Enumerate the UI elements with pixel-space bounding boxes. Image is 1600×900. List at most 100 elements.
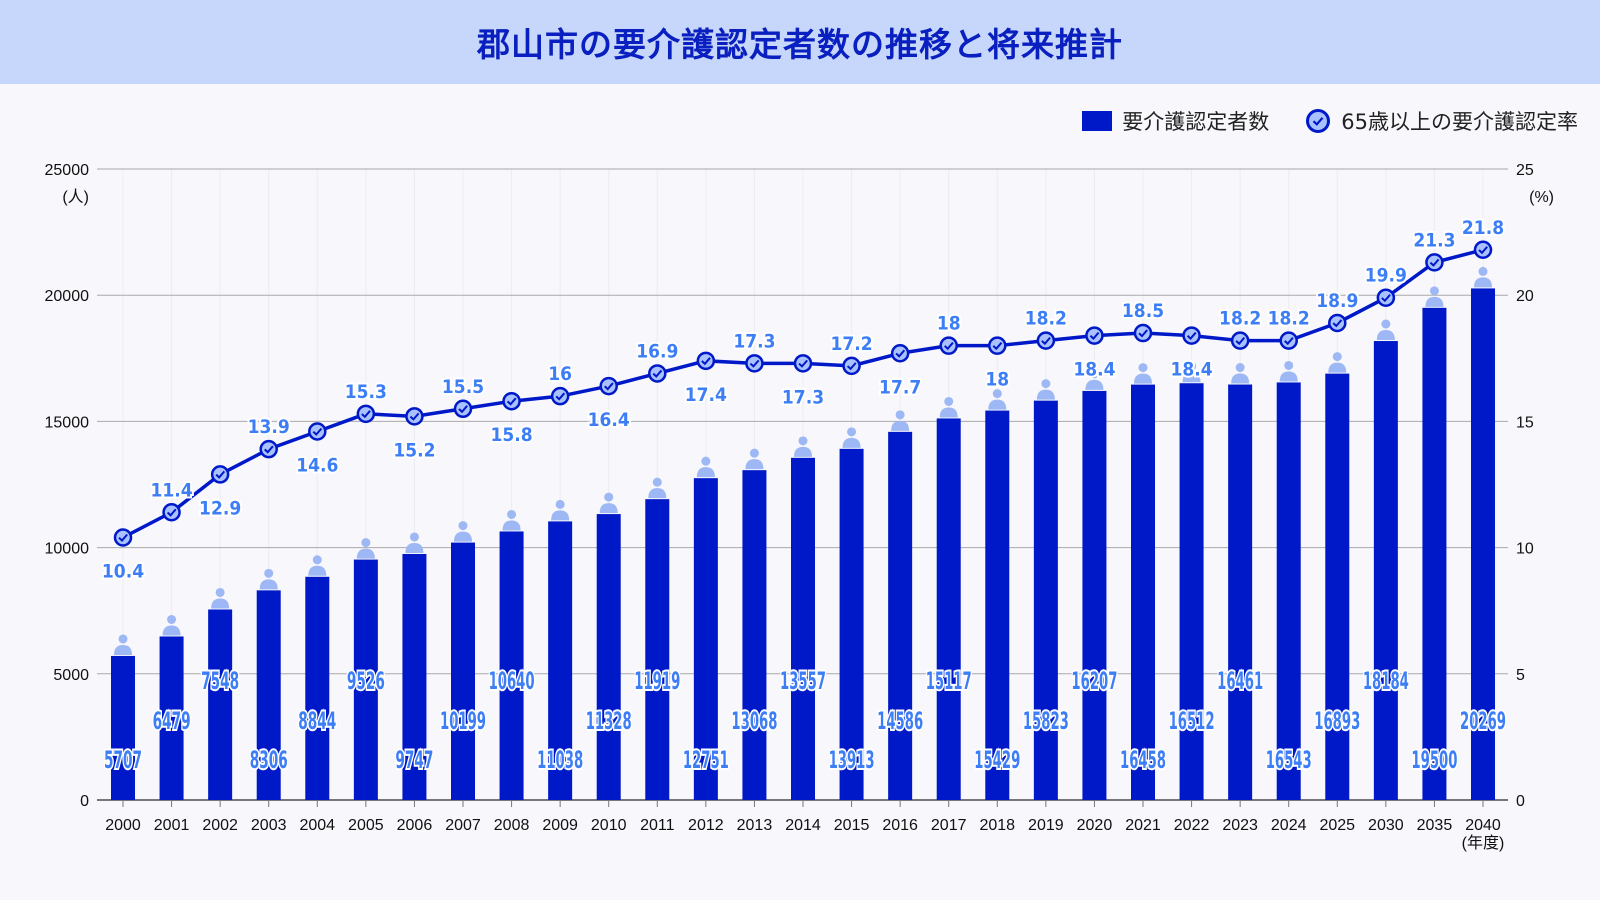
x-tick-label: 2012 [688,817,724,834]
checkmark-icon [506,397,517,406]
checkmark-icon [1235,336,1246,346]
rate-marker [648,364,667,383]
legend-label-bar: 要介護認定者数 [1122,110,1270,134]
rate-value-label: 18.4 [1073,359,1115,381]
checkmark-icon [604,382,614,391]
person-icon [842,427,861,448]
bar-value-label: 8306 [250,746,288,774]
person-icon [745,448,764,470]
checkmark-icon [166,508,177,517]
person-body-icon [1182,372,1201,383]
person-body-icon [356,548,375,559]
person-icon [648,477,667,499]
rate-value-label: 15.5 [442,376,484,398]
checkmark-icon [555,392,566,401]
left-tick-label: 0 [80,793,89,810]
person-body-icon [551,510,570,521]
rate-value-label: 17.3 [733,330,775,352]
bar [1422,307,1447,800]
right-tick-label: 10 [1516,541,1534,558]
chart-title: 郡山市の要介護認定者数の推移と将来推計 [477,25,1123,64]
person-head-icon [409,532,419,542]
bar [791,457,815,800]
bar-value-label: 16543 [1266,746,1312,774]
person-head-icon [1089,369,1099,379]
rate-value-label: 11.4 [150,479,192,501]
check-marker-icon [1182,326,1201,345]
rate-marker [696,351,716,371]
bar [111,655,135,800]
check-marker-icon [696,351,716,371]
bar [985,410,1010,800]
x-tick-label: 2016 [882,817,918,834]
person-body-icon [308,565,327,576]
person-head-icon [1332,352,1342,362]
rate-marker [745,354,764,373]
checkmark-icon [264,445,274,454]
person-icon [1425,286,1444,307]
x-tick-label: 2015 [834,817,870,834]
bar [839,448,864,800]
person-body-icon [114,644,132,655]
person-icon [502,509,521,531]
left-axis-unit: (人) [62,188,89,206]
check-marker-icon [1306,109,1331,133]
rate-value-label: 18.2 [1219,308,1261,330]
rate-value-label: 10.4 [102,561,144,583]
rate-marker [988,336,1007,355]
right-tick-label: 25 [1516,162,1534,179]
person-head-icon [701,456,711,466]
x-tick-label: 2009 [542,817,578,834]
rate-marker [1376,288,1396,307]
check-marker-icon [599,376,618,396]
check-marker-icon [1133,323,1153,343]
title-bar: 郡山市の要介護認定者数の推移と将来推計 [0,0,1600,84]
rate-value-label: 21.8 [1462,217,1504,239]
check-marker-icon [1230,331,1250,350]
person-body-icon [1328,362,1347,373]
person-head-icon [944,396,954,406]
person-head-icon [749,448,759,458]
check-marker-icon [1328,313,1347,333]
person-body-icon [1036,389,1055,400]
bar-value-label: 11038 [537,746,583,774]
checkmark-icon [944,342,954,351]
rate-marker [210,465,230,484]
x-tick-label: 2020 [1077,817,1113,834]
person-icon [308,555,327,576]
rate-value-label: 21.3 [1413,229,1455,251]
checkmark-icon [312,427,323,436]
bar [159,636,184,800]
person-icon [259,568,278,590]
person-head-icon [652,477,662,487]
person-icon [551,499,570,521]
rate-value-label: 17.3 [782,386,824,408]
rate-value-label: 18 [985,369,1009,391]
bar-value-label: 13913 [829,746,875,774]
rate-value-label: 13.9 [248,416,290,438]
person-icon [891,410,910,431]
right-tick-label: 15 [1516,414,1534,431]
bar-value-label: 16458 [1120,746,1166,774]
check-marker-icon [502,391,521,411]
checkmark-icon [409,412,420,421]
rate-value-label: 16.9 [636,340,678,362]
rate-value-label: 17.7 [879,376,921,398]
bar-value-label: 13557 [780,667,826,695]
bar-value-label: 10640 [489,667,535,695]
check-marker-icon [113,528,133,547]
person-icon [1134,363,1152,384]
rate-marker [1473,240,1493,260]
rate-value-label: 18 [937,313,961,335]
person-icon [1231,363,1250,384]
person-head-icon [1187,361,1197,371]
person-head-icon [798,436,808,446]
person-icon [1328,352,1347,373]
bar [499,531,524,800]
checkmark-icon [1478,246,1488,255]
person-head-icon [264,568,274,578]
bar [1373,341,1398,800]
bar [1131,384,1155,800]
legend-item-line: 65歳以上の要介護認定率 [1305,106,1578,136]
person-body-icon [745,459,764,470]
